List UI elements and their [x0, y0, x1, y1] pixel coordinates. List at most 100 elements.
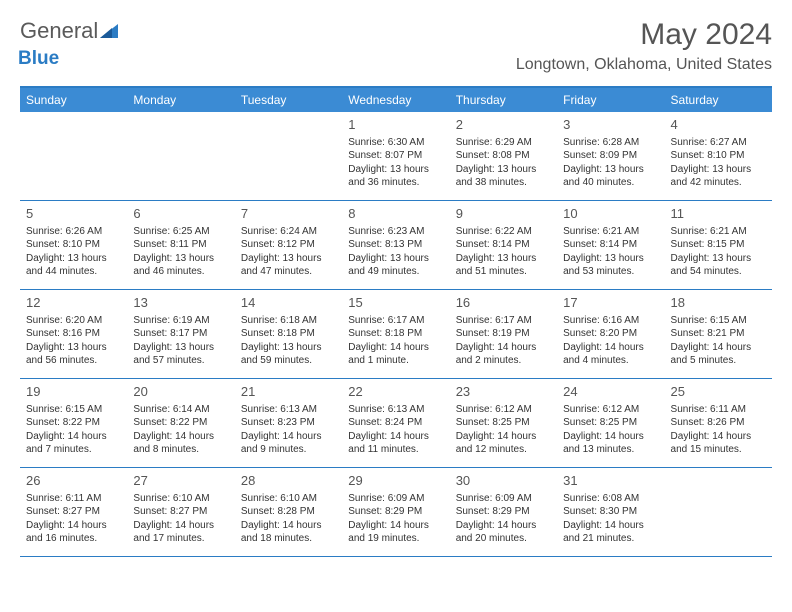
day-header: Tuesday — [235, 88, 342, 112]
daylight-line: Daylight: 14 hours and 7 minutes. — [26, 430, 121, 457]
day-number: 3 — [563, 116, 658, 134]
day-header: Wednesday — [342, 88, 449, 112]
sunrise-line: Sunrise: 6:19 AM — [133, 314, 228, 328]
sunset-line: Sunset: 8:30 PM — [563, 505, 658, 519]
sunset-line: Sunset: 8:09 PM — [563, 149, 658, 163]
sunrise-line: Sunrise: 6:28 AM — [563, 136, 658, 150]
day-cell: 6Sunrise: 6:25 AMSunset: 8:11 PMDaylight… — [127, 201, 234, 289]
day-cell: 7Sunrise: 6:24 AMSunset: 8:12 PMDaylight… — [235, 201, 342, 289]
sunset-line: Sunset: 8:22 PM — [26, 416, 121, 430]
sunset-line: Sunset: 8:19 PM — [456, 327, 551, 341]
sunset-line: Sunset: 8:27 PM — [26, 505, 121, 519]
day-cell: 8 Sunrise: 6:23 AMSunset: 8:13 PMDaylight… — [342, 201, 449, 289]
week-row: 26Sunrise: 6:11 AMSunset: 8:27 PMDayligh… — [20, 468, 772, 557]
day-cell: 13Sunrise: 6:19 AMSunset: 8:17 PMDayligh… — [127, 290, 234, 378]
week-row: 5 Sunrise: 6:26 AMSunset: 8:10 PM Daylight… — [20, 201, 772, 290]
sunset-line: Sunset: 8:23 PM — [241, 416, 336, 430]
daylight-line: Daylight: 14 hours and 13 minutes. — [563, 430, 658, 457]
daylight-line: Daylight: 13 hours and 49 minutes. — [348, 252, 443, 279]
sunrise-line: Sunrise: 6:08 AM — [563, 492, 658, 506]
daylight-line: Daylight: 14 hours and 20 minutes. — [456, 519, 551, 546]
daylight-line: Daylight: 14 hours and 21 minutes. — [563, 519, 658, 546]
day-number: 15 — [348, 294, 443, 312]
sunrise-line: Sunrise: 6:16 AM — [563, 314, 658, 328]
day-cell: 14Sunrise: 6:18 AMSunset: 8:18 PMDayligh… — [235, 290, 342, 378]
day-cell: 3 Sunrise: 6:28 AMSunset: 8:09 PMDaylight… — [557, 112, 664, 200]
day-header: Thursday — [450, 88, 557, 112]
daylight-line: Daylight: 13 hours and 40 minutes. — [563, 163, 658, 190]
daylight-line: Daylight: 14 hours and 17 minutes. — [133, 519, 228, 546]
day-number: 22 — [348, 383, 443, 401]
day-number: 23 — [456, 383, 551, 401]
day-cell: 15Sunrise: 6:17 AMSunset: 8:18 PMDayligh… — [342, 290, 449, 378]
sunrise-line: Sunrise: 6:15 AM — [26, 403, 121, 417]
sunrise-line: Sunrise: 6:21 AM — [671, 225, 766, 239]
day-number: 24 — [563, 383, 658, 401]
day-number: 8 — [348, 205, 443, 223]
sunrise-line: Sunrise: 6:25 AM — [133, 225, 228, 239]
day-number: 6 — [133, 205, 228, 223]
daylight-line: Daylight: 14 hours and 12 minutes. — [456, 430, 551, 457]
day-number: 20 — [133, 383, 228, 401]
sunrise-line: Sunrise: 6:10 AM — [241, 492, 336, 506]
day-header: Sunday — [20, 88, 127, 112]
week-row: 12Sunrise: 6:20 AMSunset: 8:16 PMDayligh… — [20, 290, 772, 379]
sunset-line: Sunset: 8:20 PM — [563, 327, 658, 341]
sunset-line: Sunset: 8:22 PM — [133, 416, 228, 430]
daylight-line: Daylight: 13 hours and 36 minutes. — [348, 163, 443, 190]
day-cell: 23Sunrise: 6:12 AMSunset: 8:25 PMDayligh… — [450, 379, 557, 467]
sunrise-line: Sunrise: 6:11 AM — [671, 403, 766, 417]
sunrise-line: Sunrise: 6:11 AM — [26, 492, 121, 506]
day-number: 7 — [241, 205, 336, 223]
day-number: 11 — [671, 205, 766, 223]
sunset-line: Sunset: 8:07 PM — [348, 149, 443, 163]
brand-part2: Blue — [18, 48, 59, 69]
daylight-line: Daylight: 13 hours and 59 minutes. — [241, 341, 336, 368]
day-cell: 10Sunrise: 6:21 AMSunset: 8:14 PMDayligh… — [557, 201, 664, 289]
location-text: Longtown, Oklahoma, United States — [516, 56, 772, 74]
sunrise-line: Sunrise: 6:12 AM — [456, 403, 551, 417]
brand-logo: General Blue — [20, 18, 118, 70]
daylight-line: Daylight: 13 hours and 53 minutes. — [563, 252, 658, 279]
daylight-line: Daylight: 13 hours and 47 minutes. — [241, 252, 336, 279]
daylight-line: Daylight: 14 hours and 11 minutes. — [348, 430, 443, 457]
day-cell: 17 Sunrise: 6:16 AMSunset: 8:20 PMDayligh… — [557, 290, 664, 378]
sunrise-line: Sunrise: 6:26 AM — [26, 225, 121, 239]
day-cell: 9Sunrise: 6:22 AMSunset: 8:14 PMDaylight… — [450, 201, 557, 289]
day-cell: 27Sunrise: 6:10 AMSunset: 8:27 PMDayligh… — [127, 468, 234, 556]
day-cell: 31Sunrise: 6:08 AMSunset: 8:30 PMDayligh… — [557, 468, 664, 556]
sunrise-line: Sunrise: 6:17 AM — [456, 314, 551, 328]
sunset-line: Sunset: 8:25 PM — [563, 416, 658, 430]
day-cell: 2Sunrise: 6:29 AMSunset: 8:08 PMDaylight… — [450, 112, 557, 200]
day-number: 13 — [133, 294, 228, 312]
sunrise-line: Sunrise: 6:29 AM — [456, 136, 551, 150]
daylight-line: Daylight: 14 hours and 19 minutes. — [348, 519, 443, 546]
sunset-line: Sunset: 8:10 PM — [671, 149, 766, 163]
sunrise-line: Sunrise: 6:23 AM — [348, 225, 443, 239]
sunset-line: Sunset: 8:18 PM — [348, 327, 443, 341]
sunrise-line: Sunrise: 6:12 AM — [563, 403, 658, 417]
daylight-line: Daylight: 14 hours and 9 minutes. — [241, 430, 336, 457]
day-number: 5 — [26, 205, 121, 223]
week-row: 1Sunrise: 6:30 AMSunset: 8:07 PMDaylight… — [20, 112, 772, 201]
day-cell: 21Sunrise: 6:13 AMSunset: 8:23 PMDayligh… — [235, 379, 342, 467]
day-cell: 29Sunrise: 6:09 AMSunset: 8:29 PMDayligh… — [342, 468, 449, 556]
day-cell: 16Sunrise: 6:17 AMSunset: 8:19 PMDayligh… — [450, 290, 557, 378]
day-cell: 5Sunrise: 6:26 AMSunset: 8:10 PMDaylight… — [20, 201, 127, 289]
daylight-line: Daylight: 14 hours and 4 minutes. — [563, 341, 658, 368]
sunset-line: Sunset: 8:10 PM — [26, 238, 121, 252]
day-cell: 18Sunrise: 6:15 AMSunset: 8:21 PMDayligh… — [665, 290, 772, 378]
sunset-line: Sunset: 8:14 PM — [456, 238, 551, 252]
sunset-line: Sunset: 8:13 PM — [348, 238, 443, 252]
page-header: General Blue May 2024 Longtown, Oklahoma… — [0, 0, 792, 80]
day-number: 19 — [26, 383, 121, 401]
sunrise-line: Sunrise: 6:20 AM — [26, 314, 121, 328]
sunrise-line: Sunrise: 6:09 AM — [348, 492, 443, 506]
sunrise-line: Sunrise: 6:27 AM — [671, 136, 766, 150]
day-cell: 20Sunrise: 6:14 AMSunset: 8:22 PMDayligh… — [127, 379, 234, 467]
day-number: 25 — [671, 383, 766, 401]
sunset-line: Sunset: 8:12 PM — [241, 238, 336, 252]
daylight-line: Daylight: 13 hours and 42 minutes. — [671, 163, 766, 190]
day-number: 17 — [563, 294, 658, 312]
day-header: Saturday — [665, 88, 772, 112]
